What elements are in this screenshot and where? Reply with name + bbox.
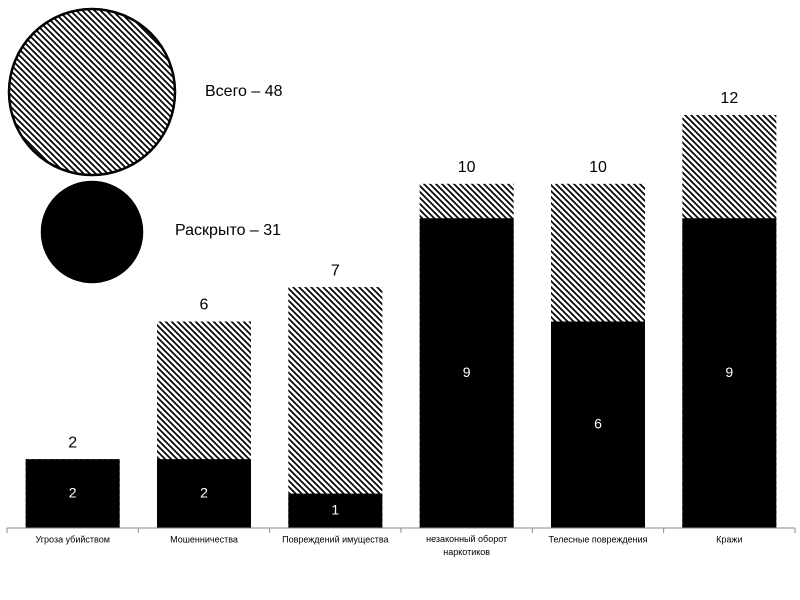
bar	[157, 459, 251, 528]
value-label: 1	[331, 501, 339, 517]
bar	[419, 218, 514, 528]
total-label: 6	[200, 297, 209, 314]
x-tick-label: Мошенничества	[170, 534, 238, 544]
value-label: 9	[463, 364, 471, 380]
x-tick-label: Угроза убийством	[35, 534, 109, 544]
bar	[682, 218, 777, 528]
value-label: 2	[69, 484, 77, 500]
x-tick-label: незаконный оборот наркотиков	[426, 534, 507, 557]
legend-label: Всего – 48	[205, 83, 283, 100]
total-label: 2	[68, 434, 77, 451]
x-tick-label: Повреждений имущества	[282, 534, 388, 544]
total-label: 10	[589, 159, 607, 176]
value-label: 9	[725, 364, 733, 380]
x-tick-label: Телесные повреждения	[548, 534, 647, 544]
value-label: 6	[594, 415, 602, 431]
value-label: 2	[200, 484, 208, 500]
x-tick-label: Кражи	[716, 534, 742, 544]
bar	[551, 321, 645, 528]
bar	[288, 287, 383, 528]
bar	[288, 493, 383, 528]
total-label: 7	[331, 262, 340, 279]
legend-label: Раскрыто – 31	[175, 222, 281, 239]
total-label: 10	[458, 159, 476, 176]
legend-swatch	[7, 7, 177, 177]
bar	[25, 459, 120, 528]
legend-swatch	[40, 180, 144, 284]
total-label: 12	[720, 90, 738, 107]
